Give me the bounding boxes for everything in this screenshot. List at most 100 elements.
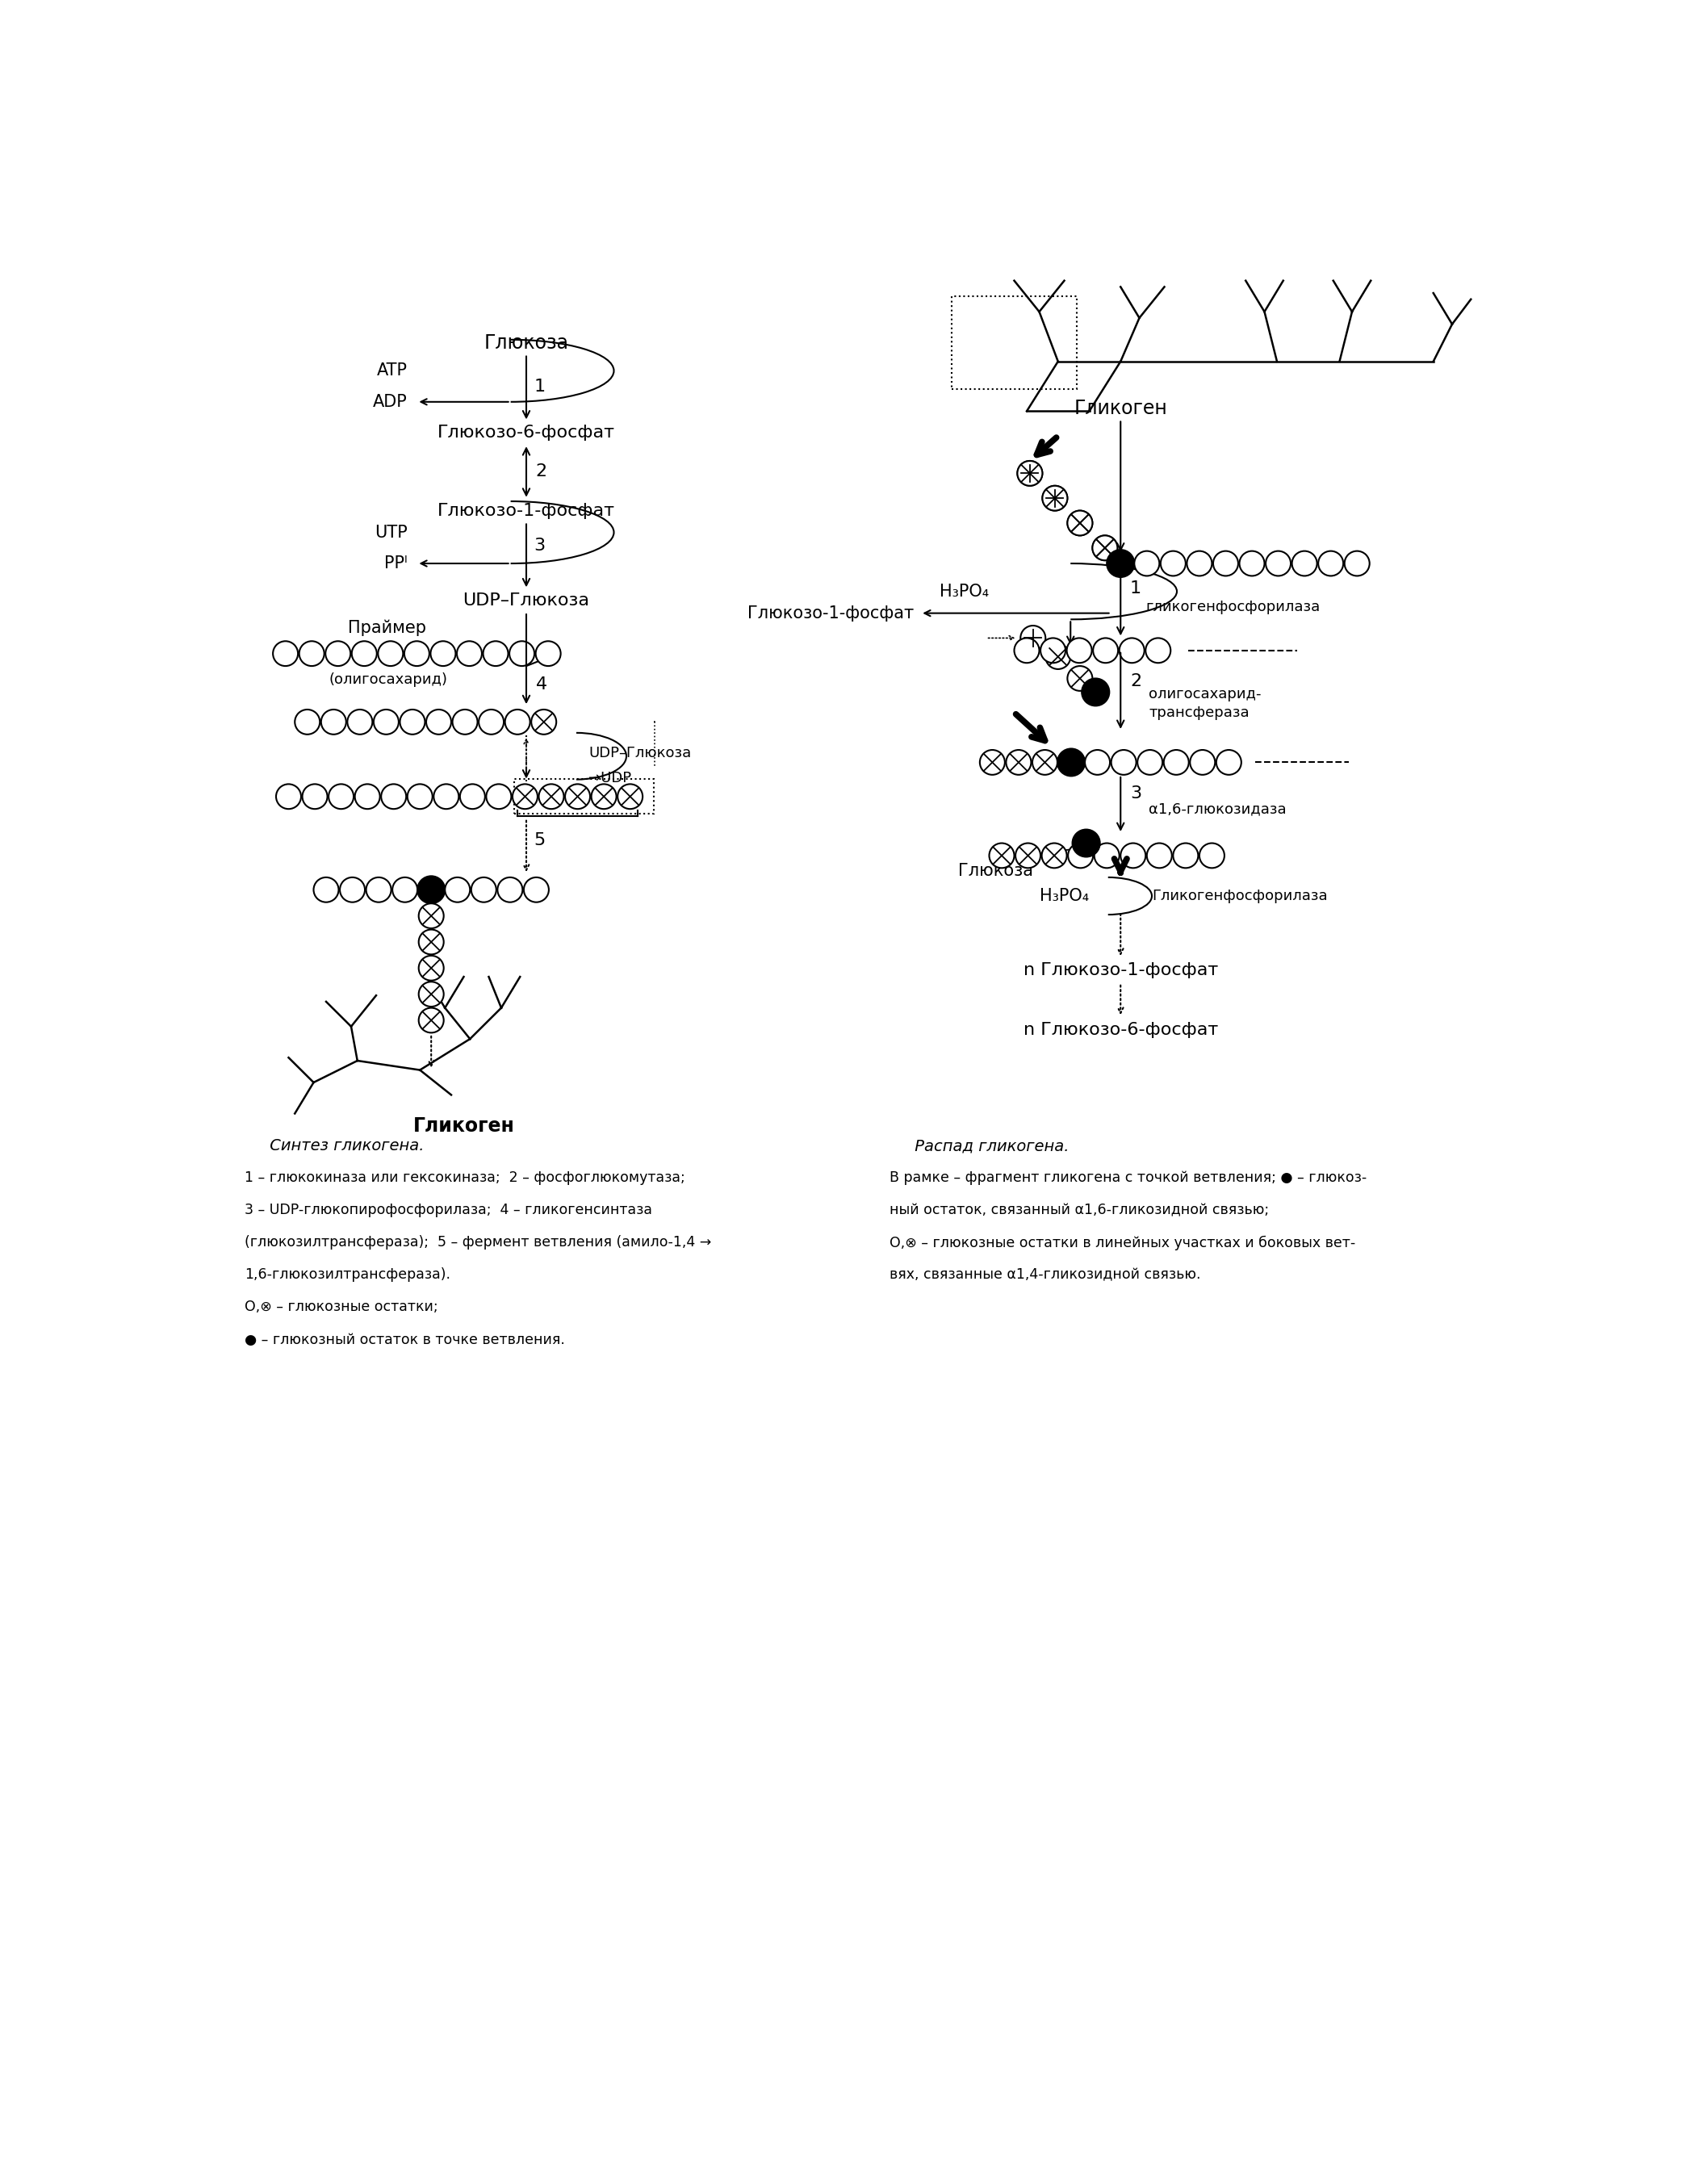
- Circle shape: [1146, 843, 1172, 867]
- Text: Глюкозо-6-фосфат: Глюкозо-6-фосфат: [437, 426, 615, 441]
- Circle shape: [531, 711, 557, 734]
- Circle shape: [1213, 552, 1238, 576]
- Circle shape: [381, 784, 407, 808]
- Circle shape: [418, 1008, 444, 1032]
- Text: 1: 1: [1131, 580, 1141, 595]
- Text: В рамке – фрагмент гликогена с точкой ветвления; ● – глюкоз-: В рамке – фрагмент гликогена с точкой ве…: [890, 1171, 1366, 1184]
- Text: α1,6-глюкозидаза: α1,6-глюкозидаза: [1149, 802, 1286, 817]
- Circle shape: [393, 878, 417, 902]
- Circle shape: [328, 784, 354, 808]
- Circle shape: [497, 878, 523, 902]
- Circle shape: [418, 982, 444, 1006]
- Circle shape: [314, 878, 338, 902]
- Circle shape: [1040, 639, 1066, 663]
- Text: 2: 2: [1131, 674, 1141, 689]
- Circle shape: [417, 876, 446, 904]
- Text: 4: 4: [536, 676, 547, 693]
- Circle shape: [1068, 511, 1093, 535]
- Text: 1 – глюкокиназа или гексокиназа;  2 – фосфоглюкомутаза;: 1 – глюкокиназа или гексокиназа; 2 – фос…: [244, 1171, 685, 1184]
- Text: Распад гликогена.: Распад гликогена.: [890, 1139, 1069, 1154]
- Circle shape: [374, 711, 398, 734]
- Text: Праймер: Праймер: [348, 619, 427, 637]
- Circle shape: [980, 750, 1004, 776]
- Circle shape: [321, 711, 347, 734]
- Circle shape: [1093, 535, 1117, 561]
- Circle shape: [430, 641, 456, 665]
- Text: 5: 5: [535, 832, 545, 847]
- Circle shape: [1042, 487, 1068, 511]
- Circle shape: [1093, 639, 1119, 663]
- Circle shape: [1173, 843, 1197, 867]
- Circle shape: [1344, 552, 1370, 576]
- Circle shape: [295, 711, 319, 734]
- Circle shape: [1134, 552, 1160, 576]
- Circle shape: [347, 711, 372, 734]
- Circle shape: [326, 641, 350, 665]
- Circle shape: [1085, 750, 1110, 776]
- Text: Гликоген: Гликоген: [1074, 398, 1167, 417]
- Text: Глюкозо-1-фосфат: Глюкозо-1-фосфат: [748, 604, 914, 621]
- Circle shape: [453, 711, 478, 734]
- Text: ный остаток, связанный α1,6-гликозидной связью;: ный остаток, связанный α1,6-гликозидной …: [890, 1204, 1269, 1217]
- Text: (олигосахарид): (олигосахарид): [330, 671, 447, 687]
- Circle shape: [1042, 843, 1068, 867]
- Text: ATP: ATP: [377, 363, 408, 378]
- Circle shape: [478, 711, 504, 734]
- Circle shape: [565, 784, 589, 808]
- Circle shape: [456, 641, 482, 665]
- Circle shape: [1032, 750, 1057, 776]
- Circle shape: [1093, 535, 1117, 561]
- Circle shape: [1068, 843, 1093, 867]
- Circle shape: [400, 711, 425, 734]
- Circle shape: [1120, 843, 1146, 867]
- Text: UDP–Глюкоза: UDP–Глюкоза: [463, 593, 589, 608]
- Text: 3 – UDP-глюкопирофосфорилаза;  4 – гликогенсинтаза: 3 – UDP-глюкопирофосфорилаза; 4 – гликог…: [244, 1204, 652, 1217]
- Circle shape: [1095, 843, 1119, 867]
- Circle shape: [1138, 750, 1163, 776]
- Text: 2: 2: [536, 463, 547, 480]
- Circle shape: [377, 641, 403, 665]
- Circle shape: [1240, 552, 1264, 576]
- Circle shape: [512, 784, 538, 808]
- Circle shape: [487, 784, 511, 808]
- Text: 1: 1: [535, 378, 545, 393]
- Circle shape: [355, 784, 379, 808]
- Circle shape: [1107, 550, 1134, 578]
- Bar: [951, 296, 1076, 389]
- Text: Гликогенфосфорилаза: Гликогенфосфорилаза: [1151, 889, 1327, 904]
- Circle shape: [524, 878, 548, 902]
- Circle shape: [340, 878, 366, 902]
- Text: n Глюкозо-6-фосфат: n Глюкозо-6-фосфат: [1023, 1021, 1218, 1039]
- Text: UDP–Глюкоза: UDP–Глюкоза: [589, 745, 692, 761]
- Circle shape: [1018, 461, 1042, 487]
- Text: (глюкозилтрансфераза);  5 – фермент ветвления (амило-1,4 →: (глюкозилтрансфераза); 5 – фермент ветвл…: [244, 1234, 712, 1249]
- Circle shape: [459, 784, 485, 808]
- Circle shape: [506, 711, 529, 734]
- Text: Глюкоза: Глюкоза: [958, 863, 1033, 880]
- Text: вях, связанные α1,4-гликозидной связью.: вях, связанные α1,4-гликозидной связью.: [890, 1267, 1201, 1282]
- Circle shape: [618, 784, 642, 808]
- Circle shape: [1018, 461, 1042, 487]
- Circle shape: [1291, 552, 1317, 576]
- Circle shape: [352, 641, 377, 665]
- Circle shape: [434, 784, 459, 808]
- Text: Глюкоза: Глюкоза: [483, 332, 569, 352]
- Circle shape: [1042, 487, 1068, 511]
- Circle shape: [989, 843, 1015, 867]
- Circle shape: [418, 956, 444, 980]
- Text: UTP: UTP: [374, 524, 408, 541]
- Circle shape: [427, 711, 451, 734]
- Circle shape: [509, 641, 535, 665]
- Circle shape: [418, 930, 444, 954]
- Circle shape: [302, 784, 328, 808]
- Text: PPᴵ: PPᴵ: [384, 556, 408, 571]
- Text: 3: 3: [1131, 784, 1141, 802]
- Circle shape: [1161, 552, 1185, 576]
- Text: 3: 3: [535, 539, 545, 554]
- Text: H₃PO₄: H₃PO₄: [939, 582, 989, 600]
- Circle shape: [483, 641, 509, 665]
- Circle shape: [1045, 643, 1071, 669]
- Circle shape: [366, 878, 391, 902]
- Circle shape: [591, 784, 617, 808]
- Circle shape: [1015, 639, 1038, 663]
